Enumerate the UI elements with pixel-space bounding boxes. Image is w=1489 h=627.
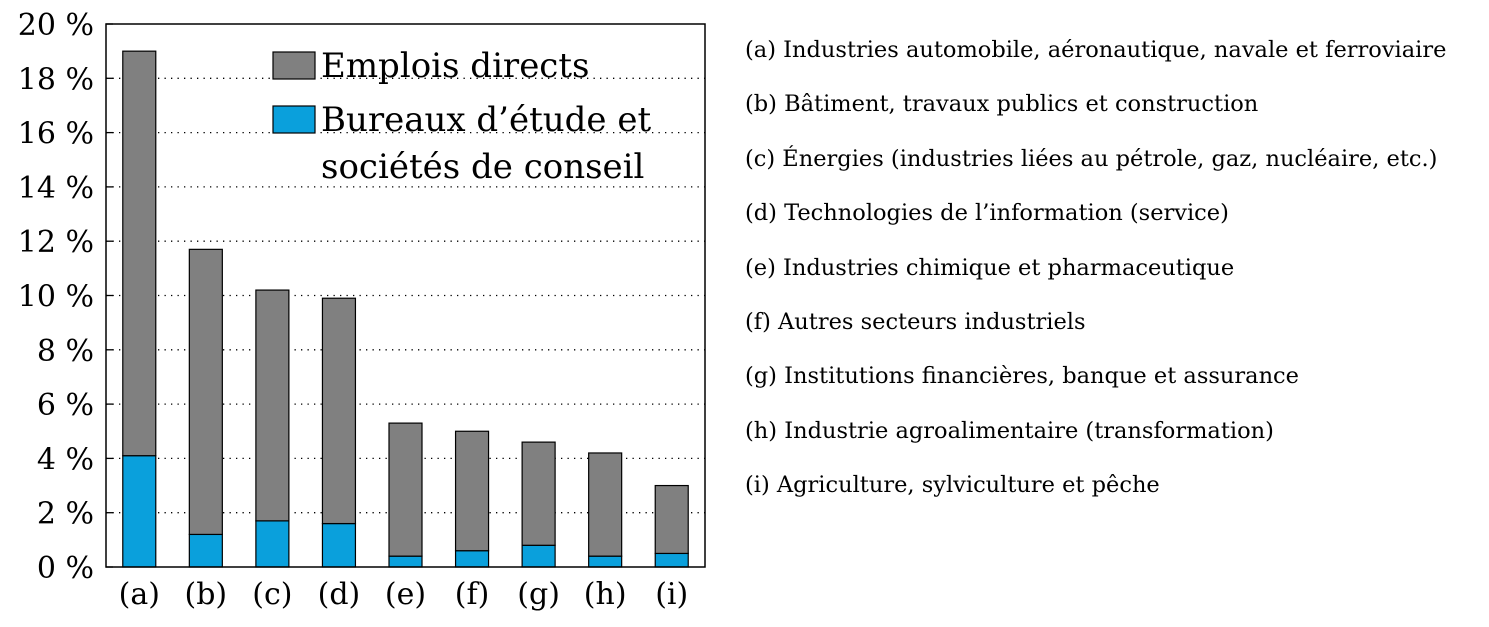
bar-segment-emplois (188, 248, 223, 536)
y-tick-label: 10 % (18, 280, 94, 315)
y-tick-label: 16 % (18, 117, 94, 152)
stacked-bar-chart: 0 %2 %4 %6 %8 %10 %12 %14 %16 %18 %20 % … (18, 8, 706, 612)
key-item-d: (d) Technologies de l’information (servi… (745, 200, 1229, 227)
bar-segment-bureaux (521, 544, 556, 568)
y-tick-label: 14 % (18, 171, 94, 206)
bar-segment-bureaux (388, 555, 423, 568)
y-tick-label: 0 % (37, 551, 94, 586)
x-category-label: (a) (119, 577, 160, 612)
bar-segment-emplois (454, 430, 490, 552)
x-category-label: (g) (517, 577, 560, 612)
bar-segment-bureaux (454, 550, 490, 568)
x-category-label: (d) (318, 577, 361, 612)
y-tick-label: 8 % (37, 334, 94, 369)
bar-segment-emplois (255, 289, 290, 522)
y-tick-label: 12 % (18, 225, 94, 260)
legend-label: sociétés de conseil (321, 147, 644, 187)
key-item-g: (g) Institutions financières, banque et … (745, 363, 1299, 390)
bar-segment-bureaux (321, 522, 357, 568)
bar-segment-bureaux (654, 552, 689, 568)
key-item-h: (h) Industrie agroalimentaire (transform… (745, 417, 1274, 444)
y-tick-label: 4 % (37, 442, 94, 477)
bar-segment-emplois (321, 297, 357, 525)
bar-segment-bureaux (188, 533, 223, 568)
key-item-c: (c) Énergies (industries liées au pétrol… (745, 145, 1438, 172)
legend-label: Bureaux d’étude et (321, 100, 651, 140)
y-tick-label: 6 % (37, 388, 94, 423)
y-tick-label: 20 % (18, 8, 94, 43)
x-category-label: (i) (655, 577, 688, 612)
legend-swatch (272, 51, 316, 80)
x-category-label: (b) (185, 577, 228, 612)
key-item-b: (b) Bâtiment, travaux publics et constru… (745, 91, 1259, 118)
bar-segment-bureaux (588, 555, 623, 568)
legend: Emplois directs Bureaux d’étude et société… (272, 46, 651, 187)
x-category-label: (h) (584, 577, 627, 612)
key-item-f: (f) Autres secteurs industriels (745, 308, 1086, 335)
bar-segment-emplois (588, 452, 623, 557)
x-category-label: (e) (385, 577, 426, 612)
legend-swatch (272, 105, 316, 134)
key-item-i: (i) Agriculture, sylviculture et pêche (745, 472, 1160, 499)
x-axis-categories: (a) (b) (c) (d) (e) (f) (g) (h) (i) (119, 577, 689, 612)
legend-label: Emplois directs (321, 46, 589, 86)
bar-segment-bureaux (255, 520, 290, 568)
bar-segment-emplois (654, 484, 689, 555)
x-category-label: (f) (455, 577, 490, 612)
key-item-a: (a) Industries automobile, aéronautique,… (745, 37, 1447, 63)
y-tick-label: 18 % (18, 62, 94, 97)
bar-segment-emplois (122, 50, 157, 457)
x-category-label: (c) (252, 577, 292, 612)
category-key-list: (a) Industries automobile, aéronautique,… (745, 34, 1446, 524)
bar-segment-emplois (521, 441, 556, 546)
y-axis-ticks: 0 % 2 % 4 % 6 % 8 % 10 % 12 % 14 % 16 % 18 % 20 % (18, 8, 113, 586)
y-tick-label: 2 % (37, 497, 94, 532)
bar-segment-bureaux (122, 455, 157, 568)
bars (122, 50, 689, 568)
bar-segment-emplois (388, 422, 423, 557)
key-item-e: (e) Industries chimique et pharmaceutiqu… (745, 254, 1235, 281)
